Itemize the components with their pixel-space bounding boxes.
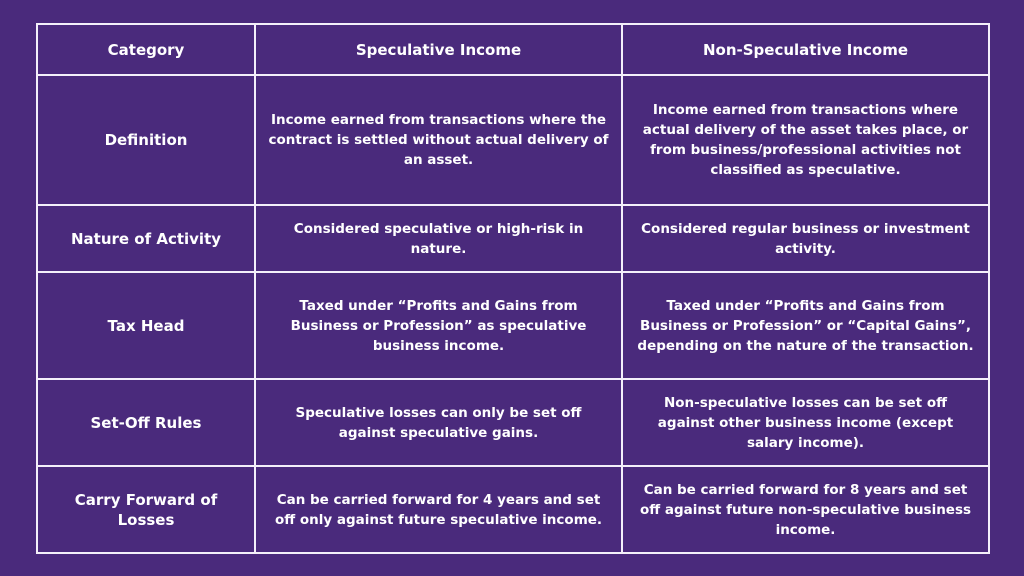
header-row: Category Speculative Income Non-Speculat…: [36, 23, 990, 76]
row-category: Set-Off Rules: [36, 378, 256, 467]
cell-non-speculative: Taxed under “Profits and Gains from Busi…: [621, 271, 990, 380]
cell-speculative: Speculative losses can only be set off a…: [254, 378, 623, 467]
cell-speculative: Income earned from transactions where th…: [254, 74, 623, 206]
header-category: Category: [36, 23, 256, 76]
row-category: Definition: [36, 74, 256, 206]
table-row: Definition Income earned from transactio…: [36, 74, 990, 206]
comparison-table: Category Speculative Income Non-Speculat…: [36, 23, 990, 554]
cell-non-speculative: Considered regular business or investmen…: [621, 204, 990, 273]
cell-non-speculative: Non-speculative losses can be set off ag…: [621, 378, 990, 467]
table-row: Tax Head Taxed under “Profits and Gains …: [36, 271, 990, 380]
header-non-speculative: Non-Speculative Income: [621, 23, 990, 76]
row-category: Nature of Activity: [36, 204, 256, 273]
cell-speculative: Taxed under “Profits and Gains from Busi…: [254, 271, 623, 380]
row-category: Tax Head: [36, 271, 256, 380]
cell-speculative: Can be carried forward for 4 years and s…: [254, 465, 623, 554]
table-row: Set-Off Rules Speculative losses can onl…: [36, 378, 990, 467]
table-row: Carry Forward of Losses Can be carried f…: [36, 465, 990, 554]
row-category: Carry Forward of Losses: [36, 465, 256, 554]
cell-speculative: Considered speculative or high-risk in n…: [254, 204, 623, 273]
table-row: Nature of Activity Considered speculativ…: [36, 204, 990, 273]
cell-non-speculative: Income earned from transactions where ac…: [621, 74, 990, 206]
cell-non-speculative: Can be carried forward for 8 years and s…: [621, 465, 990, 554]
header-speculative: Speculative Income: [254, 23, 623, 76]
